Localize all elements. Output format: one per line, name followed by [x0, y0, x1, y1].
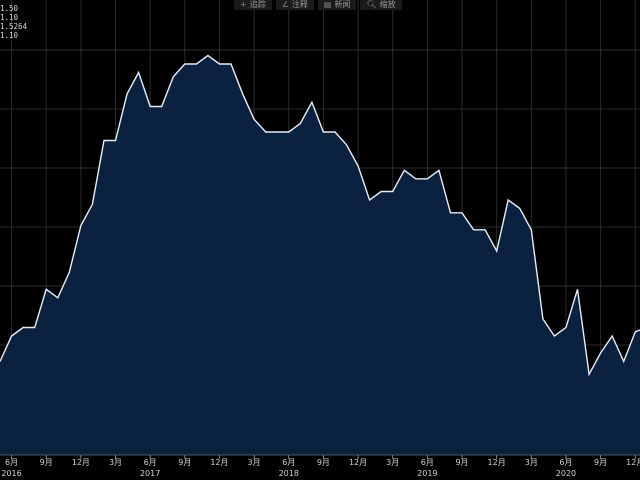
- x-tick-label: 12月: [72, 458, 90, 467]
- x-year-label: 2016: [1, 469, 21, 478]
- value-readout: 1.50 1.10 1.5264 1.10: [0, 4, 27, 40]
- x-tick-label: 6月: [144, 458, 157, 467]
- x-tick-label: 12月: [210, 458, 228, 467]
- x-tick-label: 9月: [40, 458, 53, 467]
- x-axis-band: [0, 455, 640, 480]
- x-tick-label: 12月: [349, 458, 367, 467]
- x-tick-label: 9月: [455, 458, 468, 467]
- x-tick-label: 12月: [488, 458, 506, 467]
- x-tick-label: 9月: [317, 458, 330, 467]
- track-label: 追踪: [249, 0, 266, 9]
- chart-toolbar: + 追踪 ∠ 注释 ▤ 新闻 🔍︎ 缩放: [234, 0, 402, 10]
- readout-line: 1.10: [0, 13, 19, 22]
- news-button[interactable]: ▤ 新闻: [317, 0, 357, 10]
- x-axis: 6月 2016 9月 12月 3月 6月 2017 9月 12月 3月 6月 2018 9月 12月 3月 6…: [0, 454, 640, 480]
- plus-icon: +: [240, 0, 247, 9]
- x-tick-label: 3月: [248, 458, 261, 467]
- x-tick-label: 6月: [559, 458, 572, 467]
- annotate-label: 注释: [291, 0, 308, 9]
- x-year-label: 2017: [140, 469, 160, 478]
- pencil-icon: ∠: [281, 0, 289, 9]
- readout-line: 1.5264: [0, 22, 28, 31]
- x-tick-label: 6月: [421, 458, 434, 467]
- series-area: [0, 55, 640, 455]
- zoom-label: 缩放: [379, 0, 396, 9]
- series-points: [0, 55, 636, 375]
- x-tick-label: 3月: [525, 458, 538, 467]
- x-tick-label: 3月: [386, 458, 399, 467]
- x-tick-label: 9月: [178, 458, 191, 467]
- readout-line: 1.10: [0, 31, 19, 40]
- news-label: 新闻: [334, 0, 351, 9]
- readout-line: 1.50: [0, 4, 19, 13]
- x-year-label: 2019: [417, 469, 437, 478]
- news-icon: ▤: [323, 0, 332, 9]
- x-tick-label: 9月: [594, 458, 607, 467]
- annotate-button[interactable]: ∠ 注释: [275, 0, 314, 10]
- track-button[interactable]: + 追踪: [234, 0, 272, 10]
- series-line: [0, 54, 640, 377]
- x-year-label: 2018: [279, 469, 299, 478]
- x-year-label: 2020: [556, 469, 576, 478]
- x-tick-label: 12月: [626, 458, 640, 467]
- zoom-icon: 🔍︎: [366, 0, 377, 9]
- x-tick-label: 3月: [109, 458, 122, 467]
- zoom-button[interactable]: 🔍︎ 缩放: [360, 0, 402, 10]
- x-tick-label: 6月: [5, 458, 18, 467]
- x-tick-label: 6月: [282, 458, 295, 467]
